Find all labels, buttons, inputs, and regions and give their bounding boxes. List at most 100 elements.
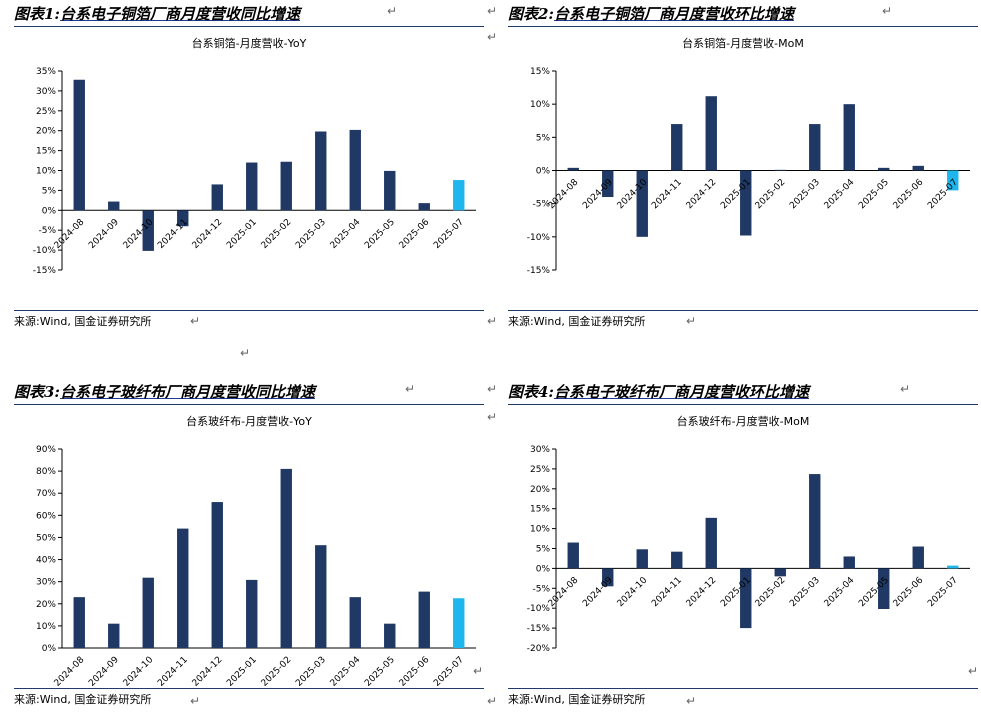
figure-heading: 图表4:台系电子玻纤布厂商月度营收环比增速 <box>508 380 978 404</box>
return-mark-icon: ↵ <box>240 346 251 360</box>
figure-title: 台系电子铜箔厂商月度营收环比增速 <box>553 5 794 23</box>
divider <box>14 688 484 689</box>
bar-chart: 台系铜箔-月度营收-MoM -15% -10% -5% 0% 5% 10% 15% 2024-0… <box>527 36 970 276</box>
return-mark-icon: ↵ <box>190 314 201 328</box>
y-tick-label: -5% <box>532 584 550 594</box>
bar <box>567 167 579 171</box>
x-tick-label: 2025-01 <box>225 655 259 688</box>
divider <box>14 404 484 405</box>
y-tick-label: 20% <box>36 127 56 137</box>
y-tick-label: -15% <box>527 624 551 634</box>
bar <box>878 568 890 609</box>
bar <box>384 170 396 211</box>
y-tick-label: 0% <box>42 206 57 216</box>
bar <box>912 546 924 569</box>
x-tick-label: 2024-08 <box>547 575 581 609</box>
y-tick-label: 20% <box>530 485 550 495</box>
bar <box>740 568 752 629</box>
x-tick-label: 2025-05 <box>363 217 397 251</box>
bar <box>636 170 648 237</box>
bar <box>246 579 258 648</box>
bar <box>315 545 327 648</box>
source-note: 来源:Wind, 国金证券研究所 <box>508 693 646 706</box>
x-tick-label: 2025-04 <box>329 217 363 251</box>
x-tick-label: 2024-11 <box>156 655 190 688</box>
x-tick-label: 2025-07 <box>432 655 466 688</box>
x-tick-label: 2025-06 <box>398 217 432 251</box>
figure-heading: 图表2:台系电子铜箔厂商月度营收环比增速 <box>508 2 978 26</box>
figure-title: 台系电子铜箔厂商月度营收同比增速 <box>59 5 300 23</box>
x-tick-label: 2024-12 <box>685 178 719 212</box>
y-tick-label: -20% <box>527 644 551 654</box>
x-tick-label: 2024-10 <box>616 575 650 609</box>
y-tick-label: 10% <box>36 167 56 177</box>
return-mark-icon: ↵ <box>487 382 498 396</box>
source-note: 来源:Wind, 国金证券研究所 <box>14 315 152 328</box>
chart-title: 台系铜箔-月度营收-MoM <box>682 36 804 50</box>
figure-number: 图表4: <box>508 383 554 401</box>
y-tick-label: 60% <box>36 511 56 521</box>
bar-chart: 台系铜箔-月度营收-YoY -15% -10% -5% 0% 5% 10% 15% 20% 25%… <box>33 36 476 276</box>
x-tick-label: 2024-09 <box>87 217 121 251</box>
bar <box>671 551 683 569</box>
x-tick-label: 2025-02 <box>754 178 788 212</box>
return-mark-icon: ↵ <box>487 4 498 18</box>
bar <box>453 598 465 648</box>
x-tick-label: 2024-09 <box>581 575 615 609</box>
bar <box>349 597 361 648</box>
y-tick-label: 20% <box>36 600 56 610</box>
x-tick-label: 2025-02 <box>260 217 294 251</box>
y-tick-label: 30% <box>530 445 550 455</box>
return-mark-icon: ↵ <box>487 694 498 708</box>
x-tick-label: 2024-12 <box>685 575 719 609</box>
bar <box>567 542 579 569</box>
bar <box>774 169 786 171</box>
y-tick-label: 15% <box>530 67 550 77</box>
y-tick-label: 15% <box>36 147 56 157</box>
x-tick-label: 2024-11 <box>156 217 190 251</box>
y-tick-label: 5% <box>42 186 57 196</box>
bar <box>384 623 396 648</box>
bar <box>671 124 683 171</box>
x-tick-label: 2025-03 <box>788 575 822 609</box>
bar <box>73 79 85 211</box>
return-mark-icon: ↵ <box>473 664 484 678</box>
divider <box>14 26 484 27</box>
y-tick-label: 15% <box>530 505 550 515</box>
x-tick-label: 2025-05 <box>363 655 397 688</box>
return-mark-icon: ↵ <box>405 382 416 396</box>
bar <box>142 577 154 648</box>
y-tick-label: -15% <box>527 266 551 276</box>
y-tick-label: 5% <box>536 545 551 555</box>
x-tick-label: 2024-12 <box>191 655 225 688</box>
y-tick-label: 40% <box>36 556 56 566</box>
x-tick-label: 2024-08 <box>547 177 581 211</box>
x-tick-label: 2025-03 <box>294 217 328 251</box>
y-tick-label: -5% <box>532 200 550 210</box>
bar <box>211 502 223 648</box>
figure-heading: 图表3:台系电子玻纤布厂商月度营收同比增速 <box>14 380 484 404</box>
source-note: 来源:Wind, 国金证券研究所 <box>14 693 152 706</box>
bar <box>280 161 292 211</box>
bar <box>740 170 752 236</box>
y-tick-label: 50% <box>36 533 56 543</box>
y-tick-label: 0% <box>536 167 551 177</box>
bar <box>108 623 120 648</box>
y-tick-label: -10% <box>527 604 551 614</box>
chart-title: 台系玻纤布-月度营收-MoM <box>677 414 810 428</box>
return-mark-icon: ↵ <box>387 4 398 18</box>
x-tick-label: 2025-06 <box>892 177 926 211</box>
x-tick-label: 2025-07 <box>432 217 466 251</box>
x-tick-label: 2024-08 <box>53 217 87 251</box>
bar <box>73 597 85 648</box>
divider <box>508 310 978 311</box>
return-mark-icon: ↵ <box>487 30 498 44</box>
divider <box>508 688 978 689</box>
y-tick-label: 90% <box>36 445 56 455</box>
return-mark-icon: ↵ <box>882 4 893 18</box>
x-tick-label: 2025-02 <box>260 655 294 688</box>
x-tick-label: 2024-11 <box>650 178 684 212</box>
bar <box>349 129 361 211</box>
y-tick-label: 25% <box>36 107 56 117</box>
x-tick-label: 2025-07 <box>926 178 960 212</box>
